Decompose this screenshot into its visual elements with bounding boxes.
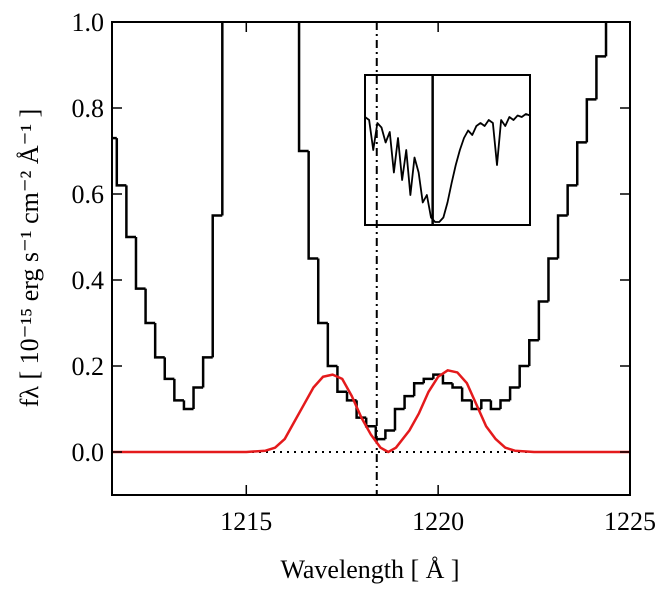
spectrum-step <box>163 357 175 381</box>
spectrum-step <box>489 400 501 411</box>
spectrum-step <box>508 386 520 401</box>
spectrum-step <box>528 338 539 366</box>
spectrum-step <box>412 381 424 397</box>
spectrum-step <box>316 258 328 325</box>
plot-frame <box>364 74 531 226</box>
spectrum-step <box>326 323 338 368</box>
x-tick-label: 1225 <box>604 507 656 536</box>
spectrum-step <box>336 366 348 394</box>
spectrum-step <box>192 386 204 409</box>
y-tick-label: 0.4 <box>72 266 105 295</box>
y-tick-label: 1.0 <box>72 8 105 37</box>
spectrum-step <box>153 323 165 359</box>
y-tick-label: 0.0 <box>72 438 105 467</box>
spectrum-step <box>403 394 415 409</box>
spectrum-step <box>518 364 530 388</box>
spectrum-step <box>480 399 491 409</box>
spectrum-step <box>566 184 578 216</box>
spectrum-step <box>374 426 386 441</box>
spectrum-step <box>616 0 626 1</box>
y-tick-label: 0.2 <box>72 352 105 381</box>
spectrum-step <box>144 288 156 325</box>
spectrum-step <box>460 387 472 402</box>
spectrum-step <box>499 399 511 409</box>
x-tick-label: 1220 <box>412 507 464 536</box>
spectrum-step <box>115 138 127 187</box>
spectrum-step <box>595 55 607 100</box>
plot-area <box>365 75 530 225</box>
spectrum-step <box>211 214 223 358</box>
plot-area <box>112 0 630 495</box>
spectrum-step <box>173 378 184 402</box>
spectrum-step <box>585 98 597 143</box>
spectrum-step <box>125 185 136 239</box>
spectrum-step <box>297 22 309 153</box>
spectrum-step <box>441 374 453 385</box>
spectrum-step <box>182 400 194 411</box>
plot-frame <box>111 21 631 496</box>
x-axis-label: Wavelength [ Å ] <box>280 555 459 584</box>
spectrum-step <box>307 151 319 260</box>
spectrum-step <box>604 22 608 57</box>
spectrum-step <box>422 377 434 384</box>
inset-line <box>365 113 530 223</box>
y-axis-label: fλ [ 10⁻¹⁵ erg s⁻¹ cm⁻² Å⁻¹ ] <box>15 109 44 408</box>
y-tick-label: 0.8 <box>72 94 105 123</box>
spectrum-step <box>451 383 463 389</box>
spectrum-step <box>393 407 405 431</box>
spectrum-step <box>364 417 376 428</box>
spectrum-step <box>384 429 395 440</box>
spectrum-step <box>575 141 587 186</box>
spectrum-step <box>556 214 568 259</box>
spectrum-step <box>221 22 224 216</box>
y-tick-label: 0.6 <box>72 180 105 209</box>
model-line <box>112 369 630 454</box>
spectrum-step <box>547 257 559 302</box>
spectrum-step <box>201 356 213 388</box>
spectrum-step <box>537 300 549 341</box>
spectrum-step <box>134 237 146 290</box>
x-tick-label: 1215 <box>220 507 272 536</box>
